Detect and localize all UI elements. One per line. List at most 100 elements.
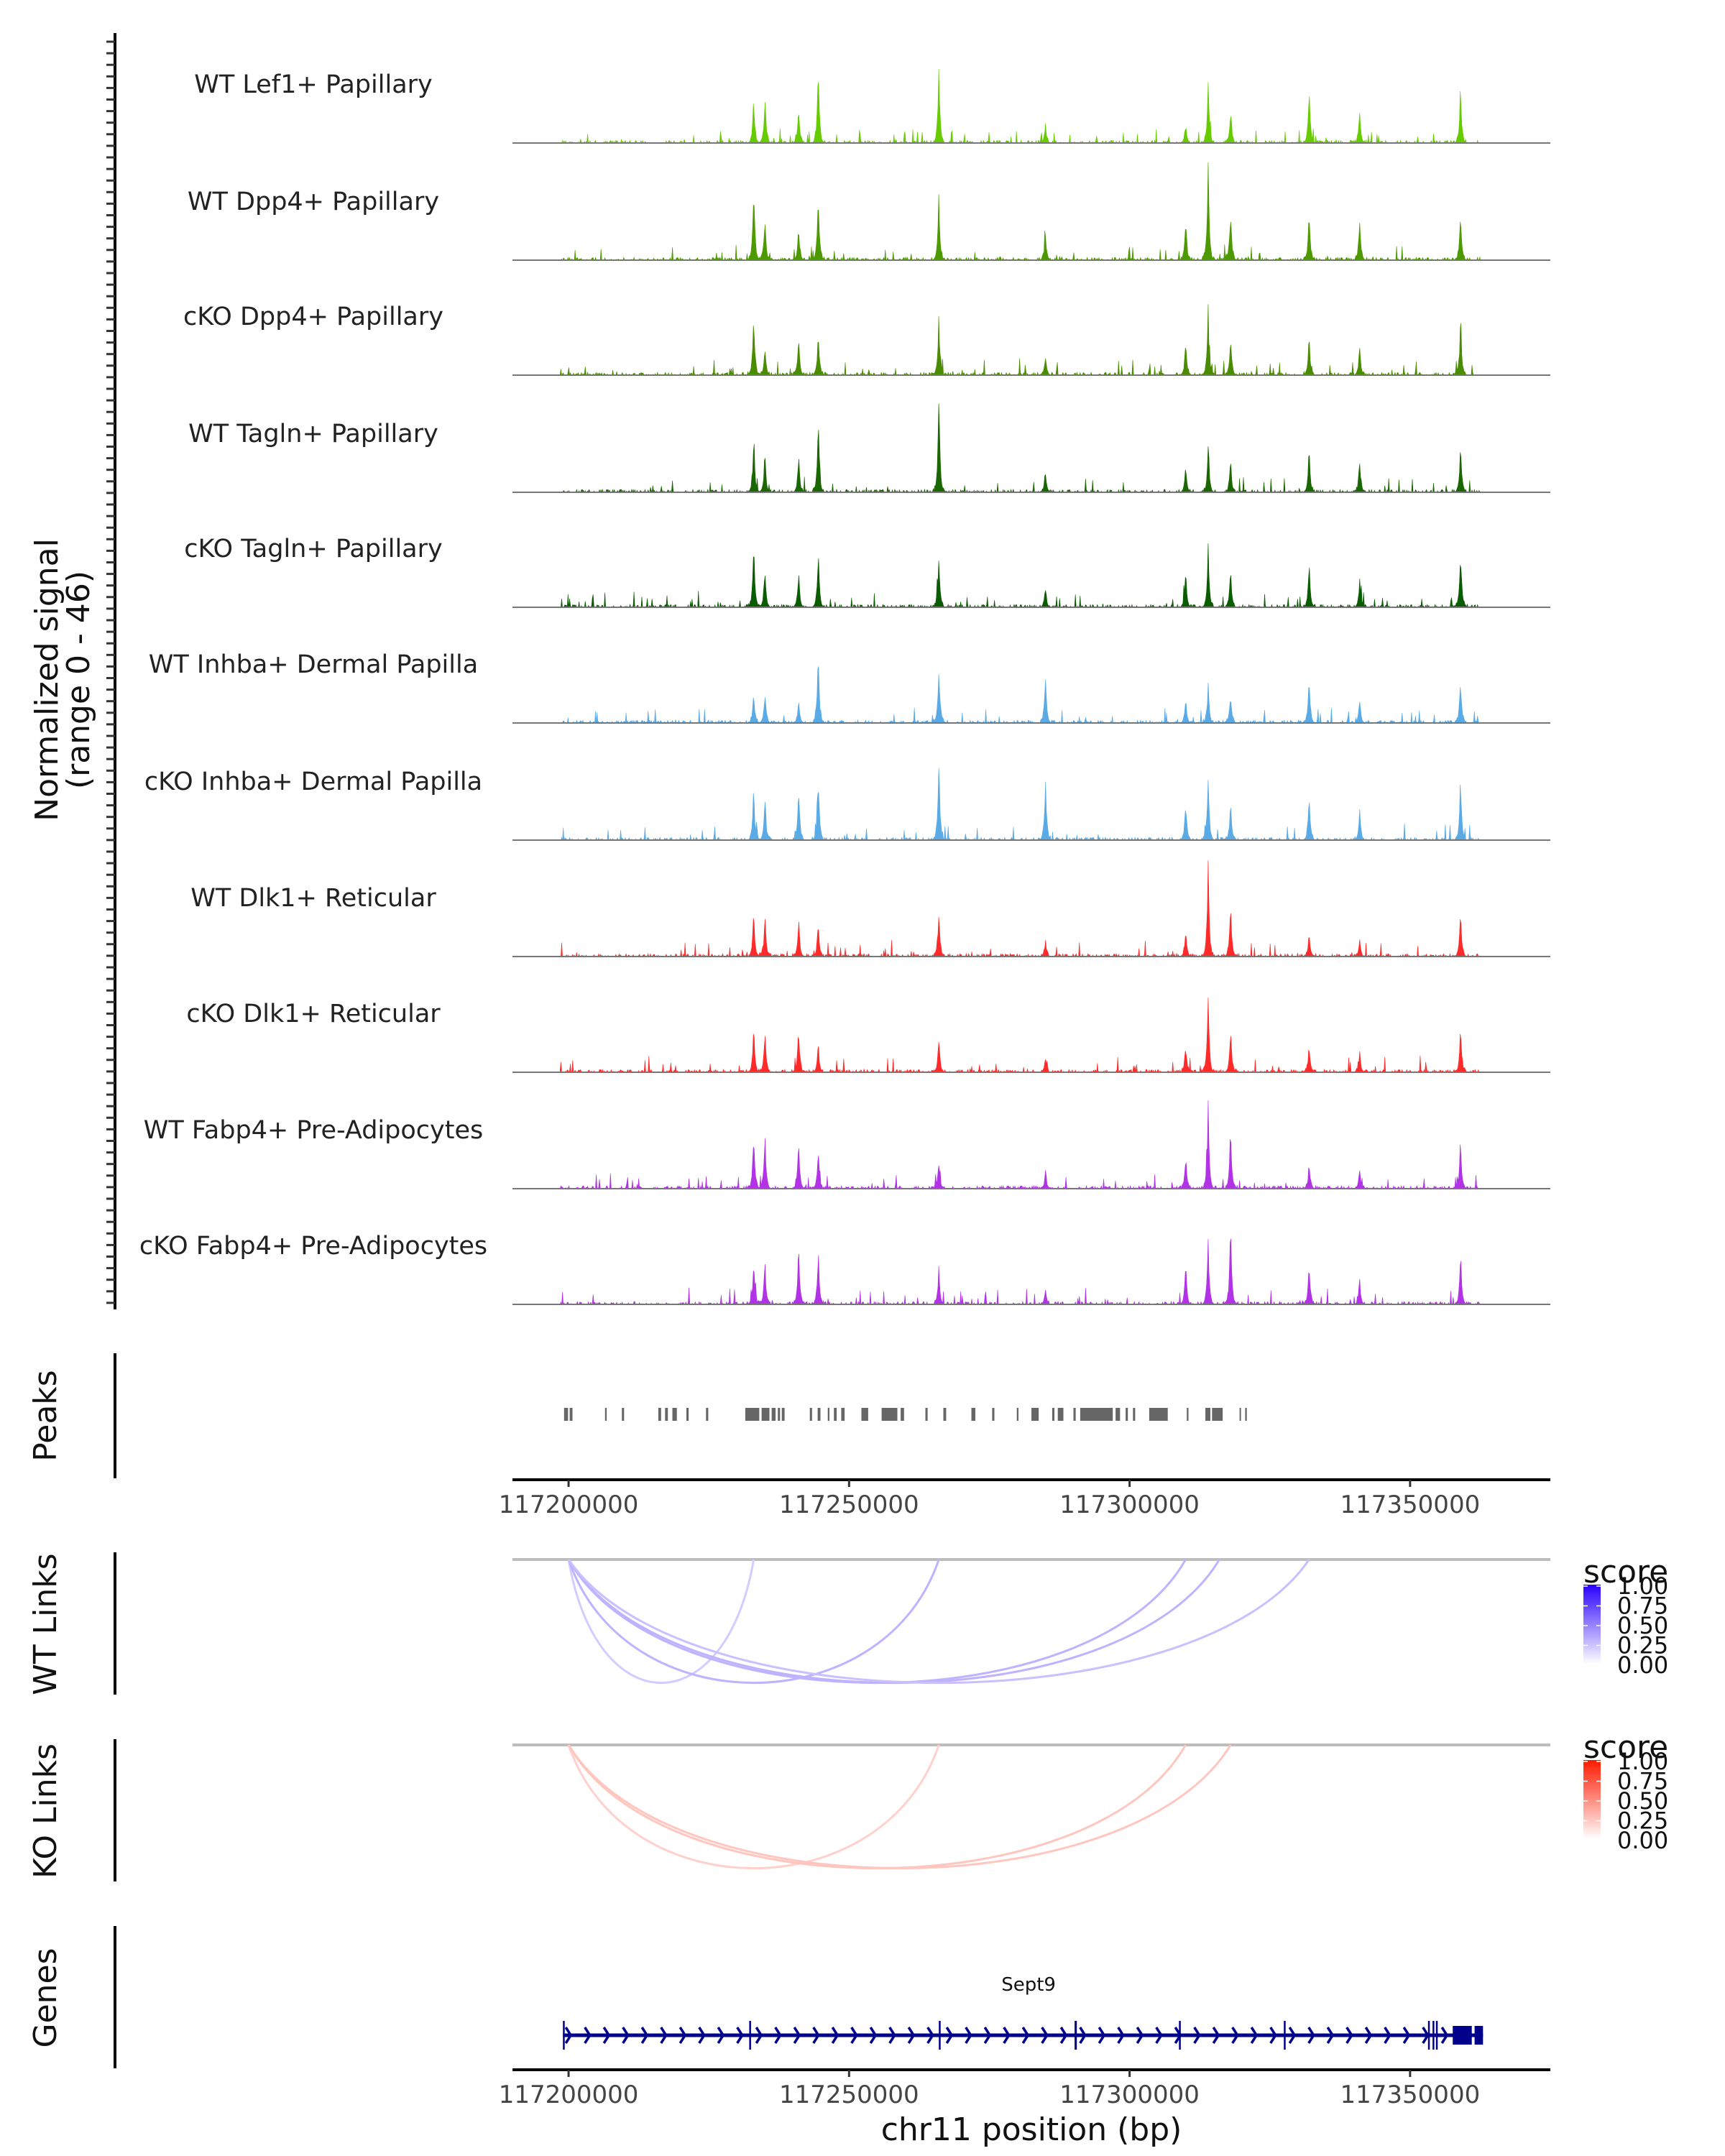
ko-score-legend: score 1.000.750.500.250.00 bbox=[1583, 1729, 1668, 1854]
peak bbox=[622, 1408, 625, 1421]
strand-arrow-icon bbox=[1364, 2027, 1373, 2044]
exon bbox=[563, 2021, 565, 2050]
peak bbox=[781, 1408, 785, 1421]
exon bbox=[1435, 2021, 1438, 2050]
peak bbox=[569, 1408, 573, 1421]
peak bbox=[881, 1408, 898, 1421]
peak bbox=[841, 1408, 845, 1421]
legend-tick-label: 1.00 bbox=[1617, 1572, 1668, 1600]
strand-arrow-icon bbox=[812, 2027, 820, 2044]
strand-arrow-icon bbox=[1098, 2027, 1106, 2044]
coverage-y-axis-title-line1: Normalized signal bbox=[29, 538, 65, 821]
x-axis-top: 117200000 117250000 117300000 117350000 bbox=[499, 1478, 1550, 1519]
strand-arrow-icon bbox=[1136, 2027, 1144, 2044]
exon bbox=[1474, 2026, 1484, 2045]
coverage-track: WT Tagln+ Papillary bbox=[188, 403, 1550, 494]
strand-arrow-icon bbox=[1307, 2027, 1315, 2044]
strand-arrow-icon bbox=[774, 2027, 782, 2044]
track-label: WT Fabp4+ Pre-Adipocytes bbox=[144, 1116, 483, 1145]
peak bbox=[771, 1408, 776, 1421]
peak bbox=[1116, 1408, 1121, 1421]
peaks-panel-label: Peaks bbox=[27, 1370, 64, 1461]
peak bbox=[686, 1408, 689, 1421]
exon bbox=[1432, 2021, 1435, 2050]
strand-arrow-icon bbox=[1079, 2027, 1087, 2044]
coverage-track: WT Dlk1+ Reticular bbox=[190, 860, 1550, 958]
coverage-track: cKO Inhba+ Dermal Papilla bbox=[144, 768, 1550, 842]
wt-legend-title: score bbox=[1583, 1554, 1668, 1590]
peak bbox=[665, 1408, 668, 1421]
peak bbox=[1187, 1408, 1189, 1421]
wt-legend-colorbar bbox=[1583, 1585, 1601, 1664]
legend-tick-label: 0.25 bbox=[1617, 1632, 1668, 1659]
peak bbox=[745, 1408, 760, 1421]
x-axis-title: chr11 position (bp) bbox=[881, 2111, 1182, 2148]
coverage-track: cKO Fabp4+ Pre-Adipocytes bbox=[139, 1232, 1550, 1306]
strand-arrow-icon bbox=[926, 2027, 934, 2044]
strand-arrow-icon bbox=[755, 2027, 763, 2044]
x-tick-label: 117250000 bbox=[779, 2081, 919, 2109]
peak bbox=[1126, 1408, 1128, 1421]
coverage-area bbox=[560, 768, 1481, 842]
peak bbox=[1205, 1408, 1210, 1421]
strand-arrow-icon bbox=[717, 2027, 725, 2044]
exon bbox=[1179, 2021, 1181, 2050]
peak bbox=[1057, 1408, 1064, 1421]
track-label: WT Inhba+ Dermal Papilla bbox=[149, 650, 478, 679]
track-label: cKO Dpp4+ Papillary bbox=[183, 303, 443, 331]
peak bbox=[1016, 1408, 1018, 1421]
strand-arrow-icon bbox=[1402, 2027, 1411, 2044]
legend-tick-label: 0.00 bbox=[1617, 1827, 1668, 1854]
legend-tick-label: 0.25 bbox=[1617, 1807, 1668, 1835]
strand-arrow-icon bbox=[945, 2027, 954, 2044]
x-tick-label: 117200000 bbox=[499, 2081, 639, 2109]
coverage-area bbox=[559, 1238, 1481, 1306]
peak bbox=[564, 1408, 569, 1421]
strand-arrow-icon bbox=[1231, 2027, 1239, 2044]
strand-arrow-icon bbox=[1059, 2027, 1068, 2044]
legend-tick-label: 0.50 bbox=[1617, 1787, 1668, 1815]
ko-legend-colorbar bbox=[1583, 1760, 1601, 1839]
coverage-area bbox=[560, 68, 1481, 144]
peak bbox=[834, 1408, 837, 1421]
peak bbox=[1239, 1408, 1241, 1421]
link-arc bbox=[567, 1744, 940, 1870]
legend-tick-label: 0.00 bbox=[1617, 1651, 1668, 1679]
x-tick-label: 117200000 bbox=[499, 1491, 639, 1519]
strand-arrow-icon bbox=[1212, 2027, 1220, 2044]
peak bbox=[809, 1408, 812, 1421]
peak bbox=[971, 1408, 975, 1421]
strand-arrow-icon bbox=[678, 2027, 687, 2044]
peaks-track bbox=[564, 1408, 1247, 1421]
strand-arrow-icon bbox=[1440, 2027, 1449, 2044]
x-tick-label: 117350000 bbox=[1340, 2081, 1481, 2109]
strand-arrow-icon bbox=[1346, 2027, 1353, 2044]
track-label: cKO Inhba+ Dermal Papilla bbox=[144, 768, 482, 796]
strand-arrow-icon bbox=[1384, 2027, 1392, 2044]
peak bbox=[1212, 1408, 1223, 1421]
peak bbox=[1073, 1408, 1076, 1421]
strand-arrow-icon bbox=[602, 2027, 611, 2044]
peak bbox=[672, 1408, 677, 1421]
x-axis-bottom: 117200000 117250000 117300000 117350000 bbox=[499, 2068, 1550, 2109]
wt-links-track bbox=[567, 1559, 1310, 1685]
legend-tick-label: 0.75 bbox=[1617, 1768, 1668, 1795]
peak bbox=[901, 1408, 904, 1421]
coverage-track: WT Fabp4+ Pre-Adipocytes bbox=[144, 1100, 1550, 1190]
link-arc bbox=[567, 1744, 1232, 1869]
coverage-track: WT Lef1+ Papillary bbox=[194, 68, 1550, 144]
strand-arrow-icon bbox=[869, 2027, 878, 2044]
peak bbox=[761, 1408, 770, 1421]
strand-arrow-icon bbox=[622, 2027, 630, 2044]
peak bbox=[706, 1408, 709, 1421]
track-label: WT Dpp4+ Papillary bbox=[188, 188, 439, 216]
coverage-area bbox=[560, 304, 1481, 377]
coverage-track: WT Dpp4+ Papillary bbox=[188, 162, 1550, 262]
strand-arrow-icon bbox=[1422, 2027, 1430, 2044]
coverage-area bbox=[559, 543, 1481, 609]
strand-arrow-icon bbox=[736, 2027, 744, 2044]
coverage-area bbox=[560, 403, 1481, 494]
track-label: WT Lef1+ Papillary bbox=[194, 70, 433, 99]
strand-arrow-icon bbox=[1117, 2027, 1125, 2044]
